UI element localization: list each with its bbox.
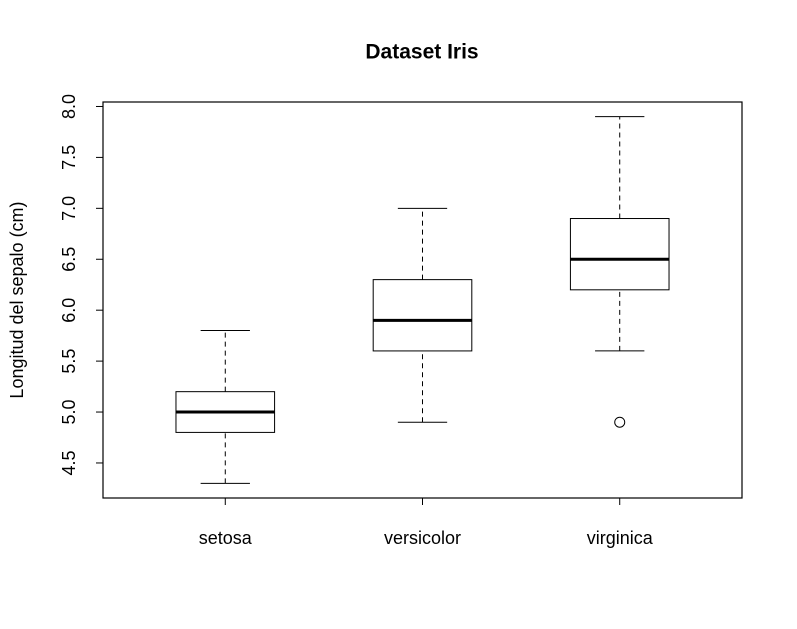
y-tick-label: 5.0	[59, 400, 79, 425]
outlier	[614, 416, 626, 428]
y-tick-label: 5.5	[59, 349, 79, 374]
y-tick-label: 7.5	[59, 145, 79, 170]
box	[372, 279, 473, 352]
x-tick-label: virginica	[587, 528, 654, 548]
x-tick-label: setosa	[199, 528, 253, 548]
x-tick-label: versicolor	[384, 528, 461, 548]
y-tick-label: 4.5	[59, 450, 79, 475]
y-tick-label: 8.0	[59, 94, 79, 119]
y-tick-label: 6.0	[59, 298, 79, 323]
y-axis-label: Longitud del sepalo (cm)	[7, 201, 27, 398]
y-tick-label: 7.0	[59, 196, 79, 221]
chart-title: Dataset Iris	[365, 41, 478, 64]
y-tick-label: 6.5	[59, 247, 79, 272]
box	[569, 218, 670, 291]
